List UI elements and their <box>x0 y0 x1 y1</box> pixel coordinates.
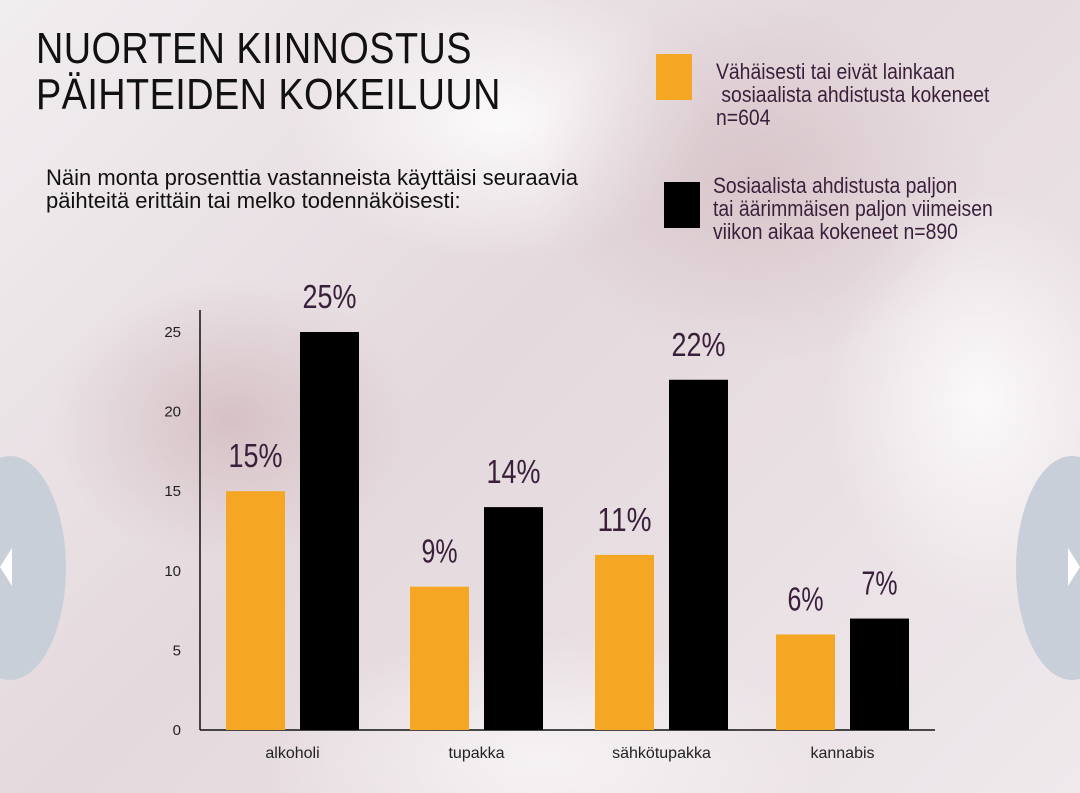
data-label-kannabis-series-1: 6% <box>788 580 824 617</box>
bar-kannabis-series-2 <box>850 618 909 730</box>
y-tick-label-3: 15 <box>164 483 181 500</box>
x-tick-label-2: sähkötupakka <box>612 745 711 762</box>
chevron-left-icon[interactable] <box>0 548 12 586</box>
chart-title: NUORTEN KIINNOSTUS PÄIHTEIDEN KOKEILUUN <box>36 26 501 118</box>
legend-swatch-black <box>664 182 700 228</box>
y-tick-label-5: 25 <box>164 324 181 341</box>
data-label-sähkötupakka-series-1: 11% <box>598 501 652 538</box>
chart-subtitle: Näin monta prosenttia vastanneista käytt… <box>46 165 578 213</box>
legend-swatch-orange <box>656 54 692 100</box>
legend-label-high-anxiety: Sosiaalista ahdistusta paljon tai äärimm… <box>713 173 993 244</box>
data-label-tupakka-series-2: 14% <box>487 453 541 490</box>
x-tick-label-3: kannabis <box>810 745 874 762</box>
y-tick-label-4: 20 <box>164 404 181 421</box>
bar-sähkötupakka-series-1 <box>595 554 654 730</box>
bar-kannabis-series-1 <box>776 634 835 730</box>
bar-tupakka-series-2 <box>484 507 543 730</box>
x-tick-label-0: alkoholi <box>265 745 319 762</box>
data-label-kannabis-series-2: 7% <box>862 565 898 602</box>
bar-sähkötupakka-series-2 <box>669 379 728 730</box>
data-label-alkoholi-series-1: 15% <box>229 437 283 474</box>
y-tick-label-1: 5 <box>173 642 181 659</box>
chevron-right-icon[interactable] <box>1068 548 1080 586</box>
data-label-alkoholi-series-2: 25% <box>303 278 357 315</box>
x-tick-label-1: tupakka <box>448 745 504 762</box>
bar-alkoholi-series-1 <box>226 491 285 730</box>
bar-tupakka-series-1 <box>410 586 469 730</box>
title-line-1: NUORTEN KIINNOSTUS <box>36 24 472 73</box>
y-tick-label-0: 0 <box>173 722 181 739</box>
legend-label-low-anxiety: Vähäisesti tai eivät lainkaan sosiaalist… <box>716 59 990 130</box>
bar-alkoholi-series-2 <box>300 332 359 730</box>
data-label-tupakka-series-1: 9% <box>422 533 458 570</box>
y-tick-label-2: 10 <box>164 563 181 580</box>
data-label-sähkötupakka-series-2: 22% <box>672 326 726 363</box>
title-line-2: PÄIHTEIDEN KOKEILUUN <box>36 70 501 119</box>
